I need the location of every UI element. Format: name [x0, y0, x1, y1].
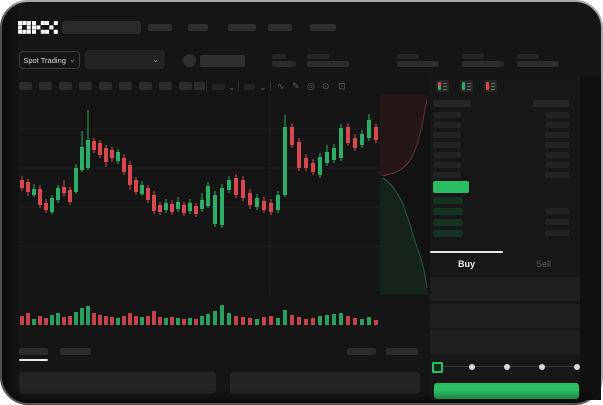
chevron-down-icon: ⌄: [152, 54, 159, 64]
sell-tab-label: Sell: [535, 259, 551, 269]
toolbar-block-5[interactable]: [119, 82, 132, 90]
chevron-down-icon: ⌄: [68, 55, 76, 64]
toolbar-block-8[interactable]: [179, 82, 192, 90]
chart-settings-icon[interactable]: ⊙: [322, 81, 330, 91]
toolbar-block-4[interactable]: [99, 82, 112, 90]
bottom-action-0[interactable]: [347, 348, 376, 355]
pair-coin-avatar: [183, 54, 196, 67]
ask-row-amount-0[interactable]: [545, 112, 569, 118]
ask-row-amount-5[interactable]: [545, 162, 569, 168]
toolbar-divider-0: [206, 81, 207, 91]
ticker-stat-value-4: [517, 61, 559, 67]
depth-chart[interactable]: [380, 95, 430, 295]
toolbar-divider-1: [238, 81, 239, 91]
ticker-stat-value-2: [397, 61, 439, 67]
ask-row-price-0[interactable]: [433, 112, 461, 118]
chart-type-chip-chevron-down-icon[interactable]: ⌄: [259, 82, 267, 92]
ask-row-amount-2[interactable]: [545, 132, 569, 138]
ticker-stat-label-3: [462, 54, 484, 59]
nav-item-4[interactable]: [310, 24, 336, 31]
nav-item-2[interactable]: [228, 24, 256, 31]
nav-item-3[interactable]: [268, 24, 292, 31]
toolbar-block-9[interactable]: [194, 82, 205, 90]
tab-buy[interactable]: Buy: [430, 253, 503, 275]
bid-row-price-2[interactable]: [433, 219, 463, 226]
ticker-stat-value-3: [462, 61, 504, 67]
ticker-stat-label-4: [517, 54, 539, 59]
buy-tab-label: Buy: [457, 259, 475, 269]
bid-row-amount-3[interactable]: [545, 230, 569, 236]
pair-name-placeholder: [200, 55, 245, 67]
interval-chip-chevron-down-icon[interactable]: ⌄: [228, 82, 236, 92]
ask-row-amount-4[interactable]: [545, 152, 569, 158]
ask-row-price-4[interactable]: [433, 152, 461, 158]
orderbook-amount-column-header: [533, 100, 569, 107]
buy-submit-button[interactable]: [434, 383, 579, 399]
camera-snapshot-icon[interactable]: ◎: [307, 81, 315, 91]
bottom-action-1[interactable]: [386, 348, 418, 355]
ticker-stat-value-1: [307, 61, 349, 67]
ask-row-price-1[interactable]: [433, 122, 461, 128]
bottom-tab-1[interactable]: [60, 348, 91, 355]
last-price-badge[interactable]: [433, 181, 469, 193]
toolbar-block-6[interactable]: [139, 82, 152, 90]
draw-tool-icon[interactable]: ✎: [292, 81, 300, 91]
bid-row-amount-2[interactable]: [545, 219, 569, 225]
orderbook-mode-bids-icon[interactable]: [460, 80, 473, 92]
ticker-stat-label-0: [272, 54, 286, 59]
candlestick-chart[interactable]: [18, 95, 380, 330]
bottom-panel-1[interactable]: [230, 372, 420, 394]
bid-row-price-1[interactable]: [433, 208, 463, 215]
ask-row-price-2[interactable]: [433, 132, 461, 138]
order-form-input-0[interactable]: [430, 277, 580, 301]
bottom-panel-0[interactable]: [19, 372, 216, 394]
bid-row-price-0[interactable]: [433, 197, 463, 204]
slider-stop-1[interactable]: [469, 364, 475, 370]
orderbook-mode-asks-icon[interactable]: [484, 80, 497, 92]
ticker-stat-label-1: [307, 54, 329, 59]
ask-row-amount-3[interactable]: [545, 142, 569, 148]
ask-row-price-5[interactable]: [433, 162, 461, 168]
order-form-input-2[interactable]: [430, 330, 580, 354]
nav-item-1[interactable]: [188, 24, 208, 31]
interval-chip[interactable]: [212, 84, 225, 90]
toolbar-divider-2: [270, 81, 271, 91]
order-form-input-1[interactable]: [430, 304, 580, 328]
fullscreen-icon[interactable]: ⊡: [338, 81, 346, 91]
tab-sell[interactable]: Sell: [507, 253, 580, 275]
trading-mode-label: Spot Trading: [23, 55, 66, 65]
amount-slider[interactable]: [432, 358, 581, 374]
toolbar-block-7[interactable]: [159, 82, 172, 90]
ask-row-amount-1[interactable]: [545, 122, 569, 128]
ask-row-price-6[interactable]: [433, 172, 461, 178]
chart-type-chip[interactable]: [244, 84, 255, 90]
toolbar-block-0[interactable]: [19, 82, 32, 90]
ticker-stat-value-0: [272, 61, 296, 67]
ask-row-amount-6[interactable]: [545, 172, 569, 178]
slider-stop-4[interactable]: [574, 364, 580, 370]
bottom-tab-active-indicator: [19, 359, 48, 361]
toolbar-block-2[interactable]: [59, 82, 72, 90]
toolbar-block-1[interactable]: [39, 82, 52, 90]
orderbook-price-column-header: [433, 100, 471, 107]
ticker-stat-label-2: [397, 54, 419, 59]
slider-stop-3[interactable]: [539, 364, 545, 370]
okx-logo-icon[interactable]: [18, 21, 58, 34]
orderbook-mode-both-icon[interactable]: [436, 80, 449, 92]
trading-mode-button[interactable]: Spot Trading ⌄: [19, 51, 80, 69]
toolbar-block-3[interactable]: [79, 82, 92, 90]
pair-select[interactable]: ⌄: [85, 50, 165, 69]
search-input[interactable]: [62, 21, 141, 34]
slider-stop-2[interactable]: [504, 364, 510, 370]
right-gutter: [580, 76, 601, 400]
ask-row-price-3[interactable]: [433, 142, 461, 148]
slider-stop-0[interactable]: [432, 362, 443, 373]
indicator-wave-icon[interactable]: ∿: [277, 81, 285, 91]
bid-row-amount-1[interactable]: [545, 208, 569, 214]
nav-item-0[interactable]: [148, 24, 172, 31]
bid-row-price-3[interactable]: [433, 230, 463, 237]
bottom-tab-0[interactable]: [19, 348, 48, 355]
